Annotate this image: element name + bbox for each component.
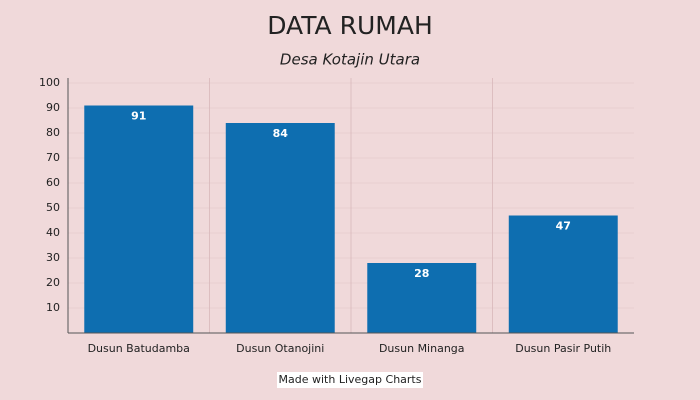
chart-title: DATA RUMAH <box>267 11 433 40</box>
value-label: 28 <box>414 267 429 280</box>
credit-box <box>277 372 423 388</box>
bar <box>84 105 194 333</box>
y-tick-label: 90 <box>46 101 60 114</box>
y-tick-label: 20 <box>46 276 60 289</box>
value-label: 91 <box>131 110 146 123</box>
x-tick-label: Dusun Pasir Putih <box>515 342 611 355</box>
y-tick-label: 10 <box>46 301 60 314</box>
x-tick-label: Dusun Minanga <box>379 342 465 355</box>
y-tick-label: 40 <box>46 226 60 239</box>
credit: Made with Livegap Charts <box>279 373 422 386</box>
value-label: 84 <box>273 127 289 140</box>
y-tick-label: 80 <box>46 126 60 139</box>
value-label: 47 <box>556 220 571 233</box>
y-tick-label: 30 <box>46 251 60 264</box>
y-tick-label: 50 <box>46 201 60 214</box>
x-tick-label: Dusun Otanojini <box>236 342 324 355</box>
bar <box>225 123 335 333</box>
y-tick-label: 60 <box>46 176 60 189</box>
bar <box>367 263 477 333</box>
y-tick-label: 100 <box>39 76 60 89</box>
x-tick-label: Dusun Batudamba <box>88 342 190 355</box>
chart-subtitle: Desa Kotajin Utara <box>280 51 420 69</box>
y-tick-label: 70 <box>46 151 60 164</box>
bar <box>508 215 618 333</box>
